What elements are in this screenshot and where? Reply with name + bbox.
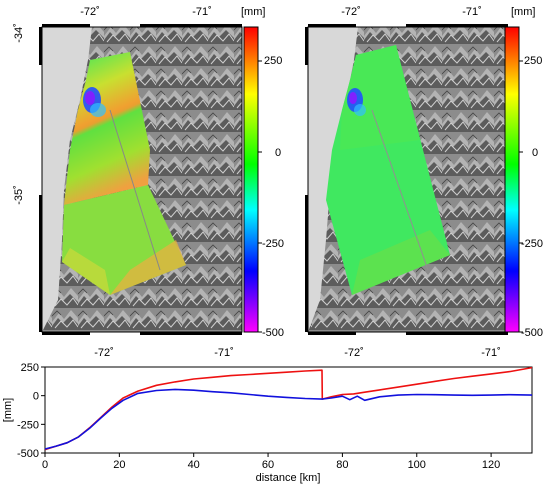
profile-x-tick-label: 0 [42,459,48,471]
profile-x-axis: 0 20 40 60 80 100 120 [42,453,500,471]
left-colorbar-tick-4: -500 [262,327,284,339]
profile-y-tick-label: 250 [21,362,39,374]
right-map-border-ticks [305,24,508,335]
right-colorbar-unit: [mm] [511,6,535,18]
profile-series-group [44,366,533,451]
left-colorbar-tick-3: -250 [262,238,284,250]
left-map-lon-tick-bottom-1: -72˚ [94,347,114,359]
left-colorbar [243,26,259,333]
left-colorbar-tick-2: 0 [275,147,281,159]
left-map-lat-tick-1: -34˚ [13,23,25,43]
profile-x-tick-label: 20 [113,459,125,471]
left-map-swath-upper [64,52,150,205]
profile-x-tick-label: 80 [336,459,348,471]
left-map-profile-line [109,109,161,271]
right-colorbar-tick-3: -250 [521,238,543,250]
right-map-lon-tick-top-1: -72˚ [341,6,361,18]
profile-x-tick-label: 60 [262,459,274,471]
left-map-lon-tick-top-1: -72˚ [80,6,100,18]
profile-x-tick-label: 120 [482,459,500,471]
left-map: -72˚ -71˚ -72˚ -71˚ -34˚ -35˚ 250 0 -250… [13,6,284,359]
right-map-lon-tick-bottom-2: -71˚ [481,347,501,359]
right-colorbar-tick-1: 250 [524,55,542,67]
profile-y-axis: 250 0 -250 -500 [17,362,45,460]
right-map-lon-tick-bottom-1: -72˚ [344,347,364,359]
profile-x-tick-label: 100 [408,459,426,471]
right-colorbar-tick-2: 0 [532,147,538,159]
profile-y-tick-label: -250 [17,419,39,431]
right-colorbar [504,26,520,333]
right-map-lon-tick-top-2: -71˚ [462,6,482,18]
right-map-profile-line [371,109,429,271]
profile-x-tick-label: 40 [188,459,200,471]
right-map-ocean [308,27,358,332]
profile-chart: 250 0 -250 -500 0 20 40 60 80 100 120 distance [k… [2,362,533,484]
left-map-lon-tick-top-2: -71˚ [192,6,212,18]
profile-plot-area [44,366,533,454]
left-colorbar-unit: [mm] [241,6,265,18]
profile-series-blue-line [44,388,533,450]
right-colorbar-tick-4: -500 [521,327,543,339]
left-map-lat-tick-2: -35˚ [13,185,25,205]
left-map-border-ticks [39,24,242,335]
profile-x-axis-title: distance [km] [256,472,321,484]
left-colorbar-tick-1: 250 [264,55,282,67]
left-map-lon-tick-bottom-2: -71˚ [214,347,234,359]
right-map: -72˚ -71˚ -72˚ -71˚ 250 0 -250 -500 [mm] [305,6,543,359]
left-map-ocean [42,27,92,332]
profile-y-axis-title: [mm] [2,398,14,422]
profile-y-tick-label: -500 [17,448,39,460]
profile-y-tick-label: 0 [33,391,39,403]
